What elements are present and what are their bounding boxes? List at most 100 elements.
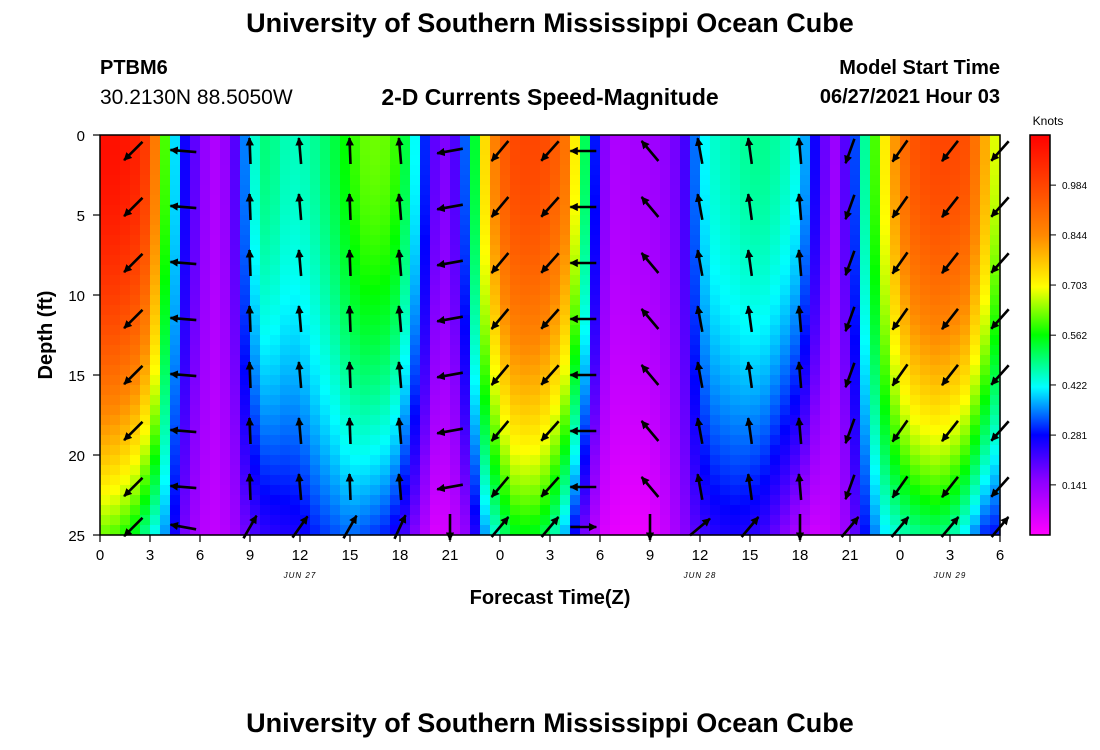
heatmap-cell <box>350 355 361 366</box>
current-arrow <box>940 195 960 219</box>
heatmap-cell <box>300 415 311 426</box>
heatmap-cell <box>510 185 521 196</box>
heatmap-cell <box>700 145 711 156</box>
heatmap-cell <box>210 275 221 286</box>
heatmap-cell <box>730 145 741 156</box>
heatmap-cell <box>770 165 781 176</box>
heatmap-cell <box>160 185 171 196</box>
heatmap-cell <box>960 485 971 496</box>
heatmap-cell <box>330 525 341 536</box>
heatmap-cell <box>680 395 691 406</box>
heatmap-cell <box>320 155 331 166</box>
heatmap-cell <box>930 255 941 266</box>
heatmap-cell <box>150 375 161 386</box>
heatmap-cell <box>900 155 911 166</box>
heatmap-cell <box>750 215 761 226</box>
heatmap-cell <box>760 135 771 146</box>
current-arrow <box>891 139 909 163</box>
heatmap-cell <box>970 245 981 256</box>
heatmap-cell <box>820 495 831 506</box>
heatmap-cell <box>530 135 541 146</box>
heatmap-cell <box>900 525 911 536</box>
heatmap-cell <box>210 495 221 506</box>
heatmap-cell <box>680 315 691 326</box>
heatmap-cell <box>160 275 171 286</box>
heatmap-cell <box>900 235 911 246</box>
heatmap-cell <box>760 415 771 426</box>
heatmap-cell <box>690 165 701 176</box>
heatmap-cell <box>100 345 111 356</box>
heatmap-cell <box>840 215 851 226</box>
heatmap-cell <box>780 375 791 386</box>
heatmap-cell <box>770 235 781 246</box>
heatmap-cell <box>880 195 891 206</box>
heatmap-cell <box>210 135 221 146</box>
heatmap-cell <box>140 135 151 146</box>
heatmap-cell <box>160 265 171 276</box>
heatmap-cell <box>690 405 701 416</box>
current-arrow <box>295 193 304 221</box>
heatmap-cell <box>280 495 291 506</box>
heatmap-cell <box>610 485 621 496</box>
heatmap-cell <box>240 335 251 346</box>
heatmap-cell <box>470 305 481 316</box>
heatmap-cell <box>380 295 391 306</box>
current-arrow <box>891 195 909 219</box>
heatmap-cell <box>640 405 651 416</box>
heatmap-cell <box>450 435 461 446</box>
heatmap-cell <box>750 335 761 346</box>
speed-heatmap <box>100 135 1001 536</box>
heatmap-cell <box>520 195 531 206</box>
heatmap-cell <box>500 405 511 416</box>
heatmap-cell <box>720 255 731 266</box>
heatmap-cell <box>670 395 681 406</box>
heatmap-cell <box>590 475 601 486</box>
heatmap-cell <box>740 485 751 496</box>
heatmap-cell <box>560 475 571 486</box>
heatmap-cell <box>710 265 721 276</box>
heatmap-cell <box>630 325 641 336</box>
heatmap-cell <box>370 165 381 176</box>
heatmap-cell <box>930 245 941 256</box>
heatmap-cell <box>440 365 451 376</box>
heatmap-cell <box>400 245 411 256</box>
heatmap-cell <box>350 175 361 186</box>
heatmap-cell <box>740 395 751 406</box>
heatmap-cell <box>430 385 441 396</box>
heatmap-cell <box>550 345 561 356</box>
heatmap-cell <box>560 155 571 166</box>
heatmap-cell <box>850 445 861 456</box>
heatmap-cell <box>660 475 671 486</box>
heatmap-cell <box>670 355 681 366</box>
heatmap-cell <box>210 395 221 406</box>
heatmap-cell <box>380 255 391 266</box>
heatmap-cell <box>380 525 391 536</box>
heatmap-cell <box>520 465 531 476</box>
heatmap-cell <box>610 165 621 176</box>
heatmap-cell <box>690 455 701 466</box>
heatmap-cell <box>390 505 401 516</box>
heatmap-cell <box>980 215 991 226</box>
heatmap-cell <box>250 235 261 246</box>
heatmap-cell <box>970 195 981 206</box>
heatmap-cell <box>990 335 1001 346</box>
heatmap-cell <box>610 355 621 366</box>
heatmap-cell <box>950 265 961 276</box>
heatmap-cell <box>370 405 381 416</box>
heatmap-cell <box>960 205 971 216</box>
heatmap-cell <box>450 455 461 466</box>
heatmap-cell <box>810 405 821 416</box>
heatmap-cell <box>340 205 351 216</box>
heatmap-cell <box>300 195 311 206</box>
heatmap-cell <box>120 135 131 146</box>
heatmap-cell <box>630 265 641 276</box>
heatmap-cell <box>750 135 761 146</box>
heatmap-cell <box>760 255 771 266</box>
heatmap-cell <box>150 425 161 436</box>
heatmap-cell <box>960 375 971 386</box>
heatmap-cell <box>750 465 761 476</box>
heatmap-cell <box>110 375 121 386</box>
heatmap-cell <box>520 245 531 256</box>
page-title: University of Southern Mississippi Ocean… <box>246 8 854 38</box>
heatmap-cell <box>630 485 641 496</box>
